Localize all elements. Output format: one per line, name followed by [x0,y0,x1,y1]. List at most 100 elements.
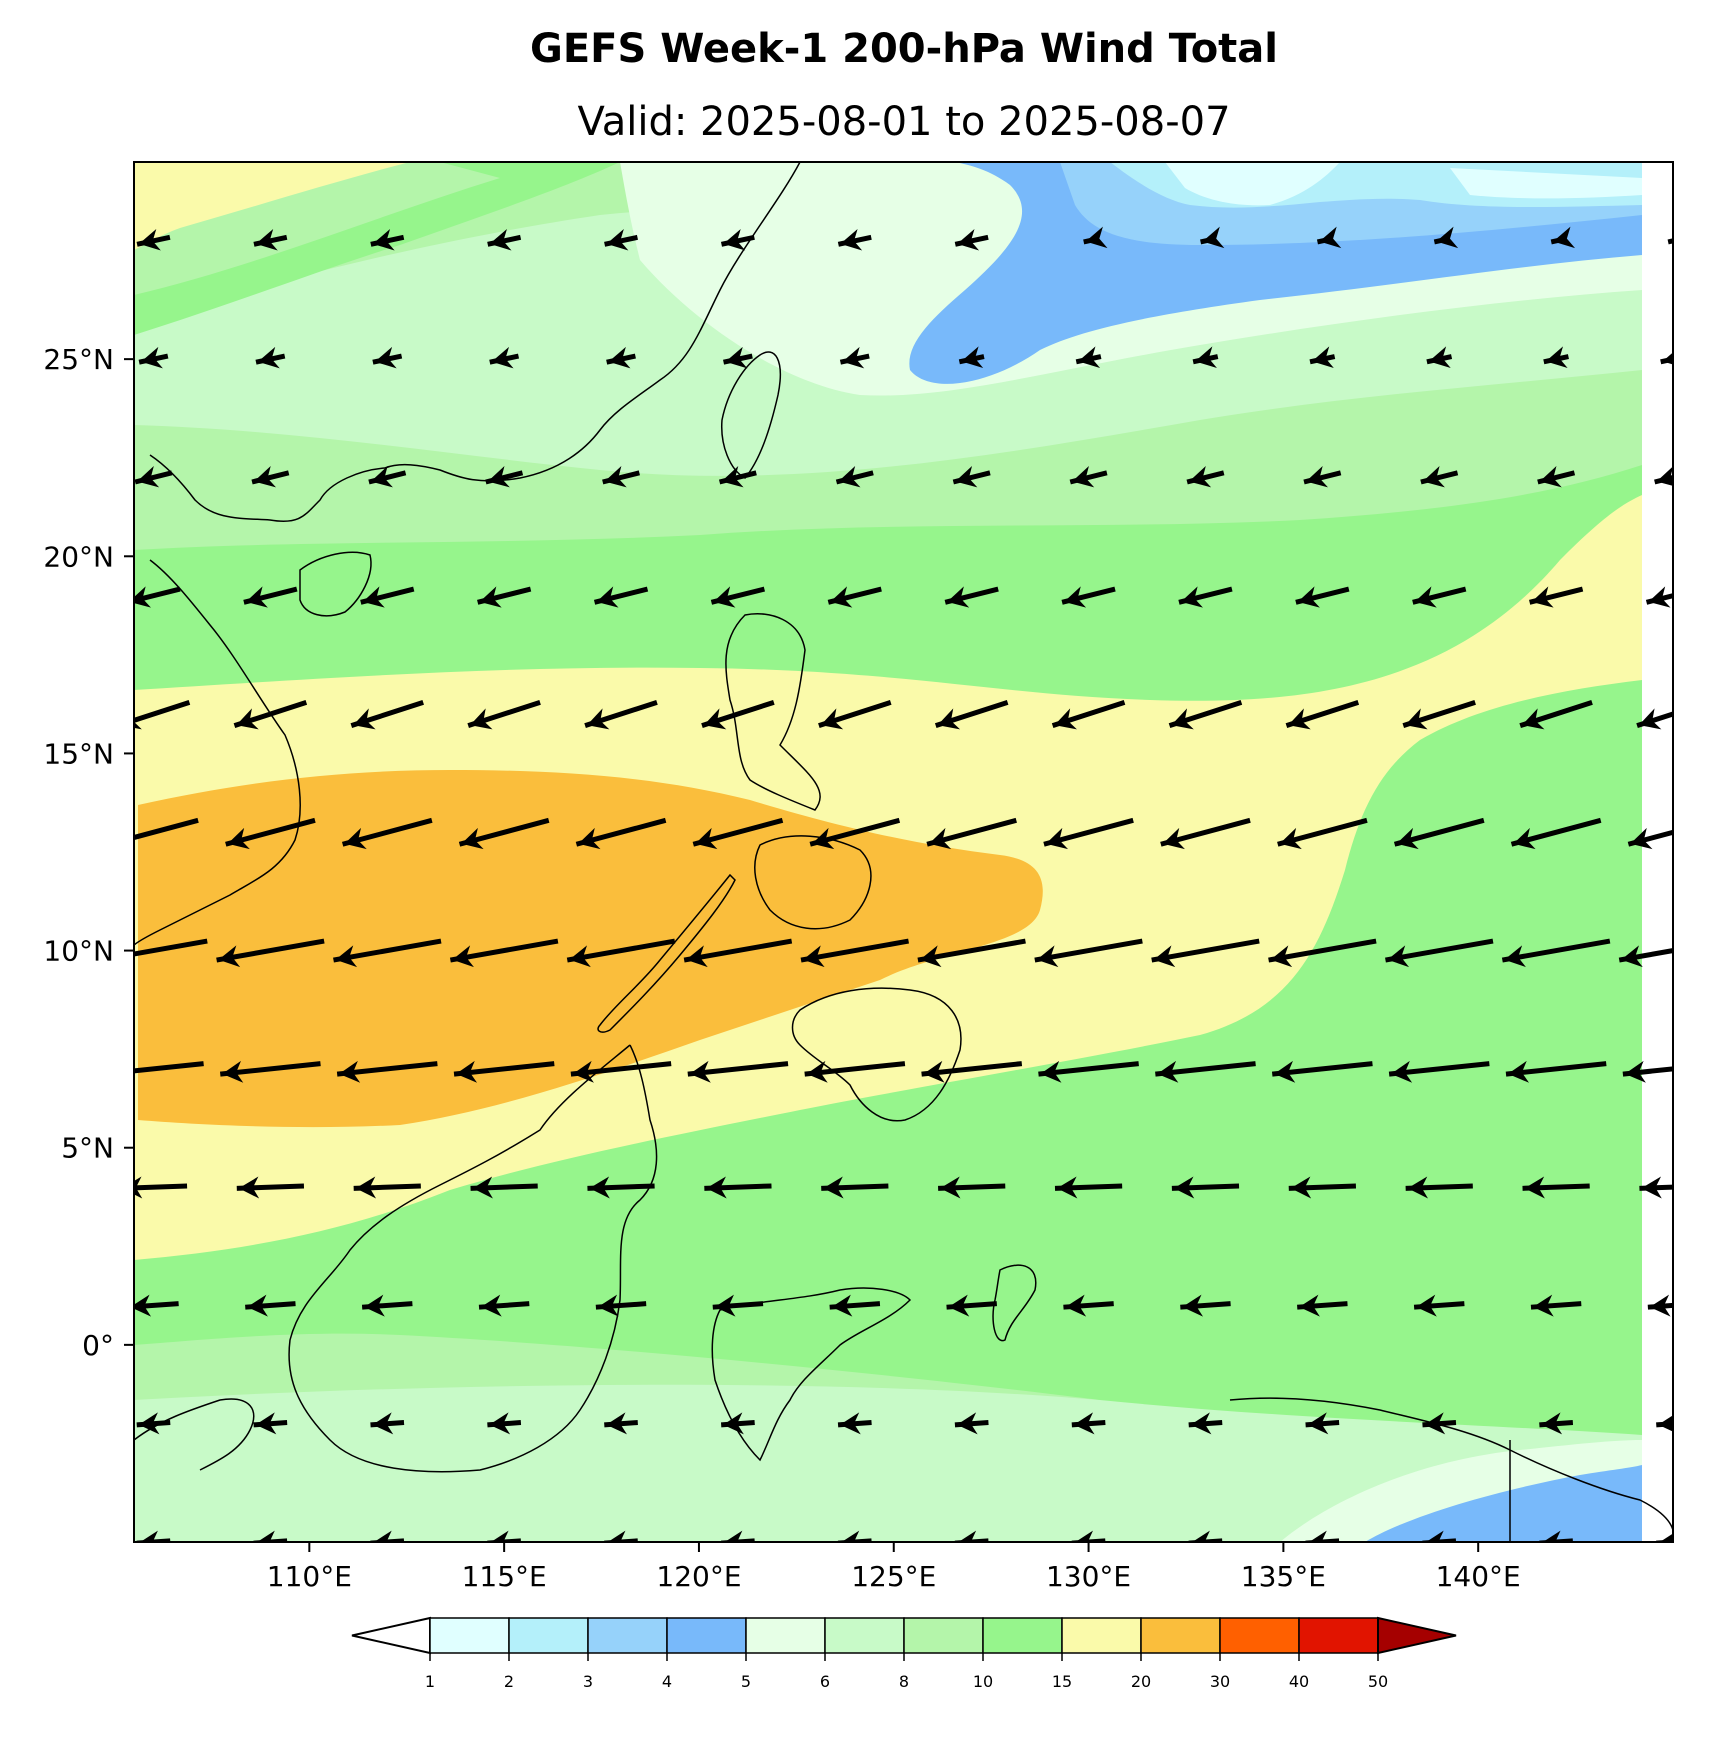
wind-vector [704,1176,772,1199]
wind-vector [1075,346,1102,368]
wind-vector [1192,346,1219,368]
wind-vector [1069,466,1108,488]
wind-vector [1510,817,1602,850]
map-area [134,162,1673,1542]
wind-vector [602,466,640,488]
colorbar-under-triangle [351,1616,431,1655]
wind-vector [1622,1060,1673,1083]
colorbar-segment [903,1617,984,1654]
colorbar-tick-label: 15 [1052,1672,1072,1691]
wind-vector [487,229,522,251]
wind-vector [692,817,784,850]
wind-vector [134,1061,204,1074]
shade-10-15-north [134,162,620,335]
wind-vector [1038,1060,1139,1083]
wind-vector [134,1176,188,1199]
wind-vector [1422,1412,1457,1435]
wind-vector [370,1412,405,1435]
coastline-gulf-tonkin [149,454,386,522]
wind-vector [253,1412,288,1435]
wind-vector [1309,346,1336,368]
wind-vector [1316,226,1342,249]
y-tick-label: 20°N [43,540,114,573]
wind-vector [489,346,520,369]
wind-vector [1618,945,1673,968]
wind-vector [136,229,171,251]
wind-vectors [134,226,1673,1542]
coastline-mindanao [791,987,962,1122]
wind-vector [1537,466,1576,488]
wind-vector [1656,1415,1673,1432]
wind-vector [720,229,755,251]
coastline-hainan [299,551,372,617]
x-tick-label: 135°E [1241,1560,1326,1593]
wind-vector [1636,708,1673,730]
wind-vector [938,1176,1006,1199]
colorbar-segment [1061,1617,1142,1654]
wind-vector [1647,1294,1673,1317]
wind-vector [1188,1412,1223,1435]
y-tick-label: 0° [82,1329,114,1362]
wind-vector [134,586,181,608]
wind-vector [1660,352,1673,365]
wind-vector [353,1176,421,1199]
wind-vector [839,346,870,369]
wind-vector [829,1294,881,1317]
wind-vector [1054,1176,1123,1199]
wind-vector [134,938,208,957]
wind-vector [570,1060,672,1083]
wind-vector [712,1294,764,1317]
wind-vector [467,699,541,730]
wind-vector [336,1060,438,1083]
wind-vector [478,1294,530,1317]
wind-vector [225,817,316,850]
x-tick-label: 110°E [267,1560,352,1593]
wind-vector [604,229,638,251]
y-axis-ticks: 25°N 20°N 15°N 10°N 5°N 0° [43,343,134,1362]
wind-vector [946,1294,997,1317]
wind-vector [470,1176,538,1199]
wind-vector [487,1412,522,1435]
wind-vector [1505,1060,1607,1083]
wind-vector [718,466,757,488]
y-tick-label: 5°N [61,1132,114,1165]
coastline-luzon [725,613,821,811]
wind-vector [1043,817,1134,850]
colorbar-tick-label: 1 [425,1672,435,1691]
shade-1-2-ne-b [1450,168,1642,199]
colorbar-segment [982,1617,1063,1654]
y-tick-label: 25°N [43,343,114,376]
wind-vector [251,466,290,488]
wind-vector [233,699,308,730]
wind-vector [1420,466,1459,488]
wind-vector [1305,1412,1340,1435]
coastline-south-china [384,162,801,482]
wind-vector [1539,1412,1574,1435]
wind-vector [954,229,989,251]
wind-vector [584,699,658,730]
wind-vector [723,346,753,369]
wind-vector [921,1060,1023,1083]
wind-vector [458,817,550,850]
wind-vector [1155,1060,1256,1083]
wind-vector [1180,1294,1231,1317]
colorbar-segment [745,1617,826,1654]
wind-vector [1529,586,1584,608]
wind-vector [219,1060,321,1083]
wind-vector [368,466,407,488]
wind-vector [136,1412,171,1435]
wind-vector [134,817,199,841]
wind-vector [1151,938,1260,968]
wind-vector [360,586,415,608]
wind-vector [361,1294,413,1317]
x-tick-label: 115°E [462,1560,547,1593]
wind-vector [236,1176,305,1199]
wind-vector [1071,1412,1106,1435]
y-tick-label: 15°N [43,737,114,770]
wind-vector [216,938,325,968]
wind-vector [485,466,524,488]
colorbar-segment [1140,1617,1221,1654]
wind-vector [1083,226,1108,249]
colorbar-segment [508,1617,589,1654]
wind-vector [253,229,288,251]
